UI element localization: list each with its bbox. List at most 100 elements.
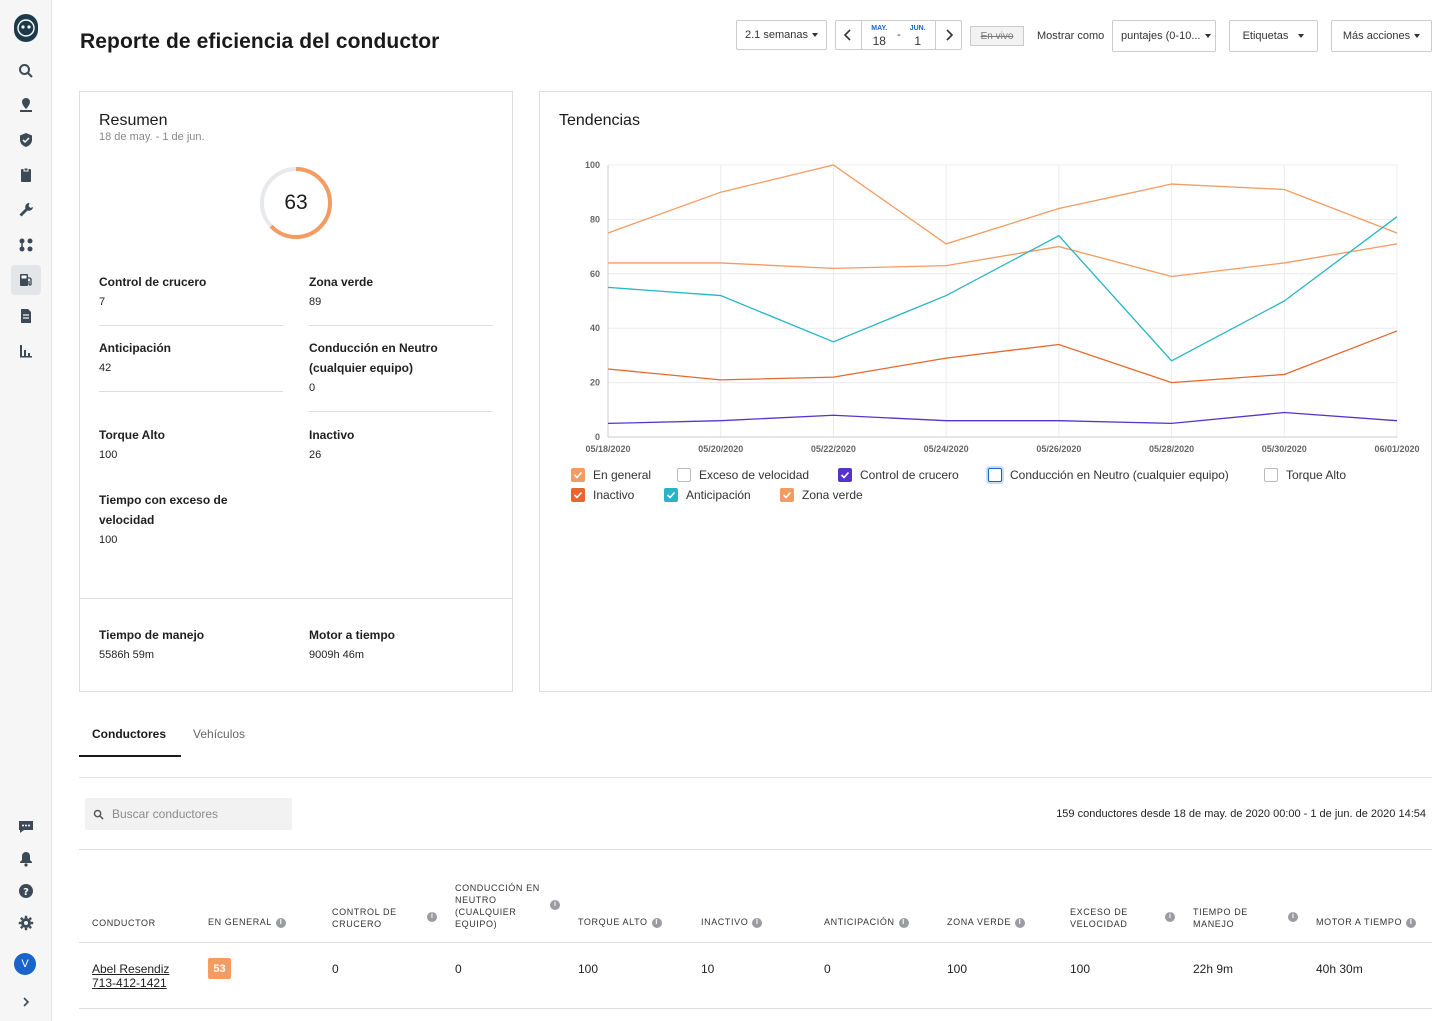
score-gauge-fill (260, 167, 332, 239)
show-as-select[interactable]: puntajes (0-10... (1112, 20, 1216, 52)
chevron-down-icon (1298, 34, 1305, 38)
legend-speeding[interactable]: Exceso de velocidad (677, 468, 809, 482)
date-start-day: 18 (872, 34, 886, 48)
legend-label: Torque Alto (1286, 468, 1347, 482)
route-icon[interactable] (15, 234, 37, 256)
stat-value-drive-time: 5586h 59m (99, 649, 155, 661)
tags-button-label: Etiquetas (1242, 30, 1289, 42)
stat-value-neutral: 0 (309, 382, 316, 394)
date-end-day: 1 (914, 34, 922, 48)
y-tick-label: 100 (585, 160, 600, 170)
stat-label-cruise: Control de crucero (99, 275, 207, 289)
check-icon (840, 471, 850, 479)
x-tick-label: 05/24/2020 (924, 444, 969, 454)
info-icon[interactable]: i (898, 917, 909, 928)
col-header-drive-time[interactable]: Tiempo de manejo (1193, 906, 1273, 930)
legend-checkbox[interactable] (571, 488, 585, 502)
fuel-icon[interactable] (11, 265, 41, 295)
app-logo[interactable] (14, 14, 38, 42)
gear-icon[interactable] (15, 912, 37, 934)
col-header-anticipation[interactable]: Anticipación i (824, 916, 909, 928)
legend-torque[interactable]: Torque Alto (1264, 468, 1346, 482)
legend-anticipation[interactable]: Anticipación (664, 488, 751, 502)
shield-icon[interactable] (15, 129, 37, 151)
driver-search[interactable] (85, 798, 292, 830)
divider (99, 325, 283, 326)
info-icon[interactable]: i (752, 917, 763, 928)
col-header-torque[interactable]: Torque alto i (578, 916, 662, 928)
info-icon[interactable]: i (550, 900, 560, 910)
map-pin-icon[interactable] (15, 94, 37, 116)
info-icon[interactable]: i (1288, 912, 1298, 922)
document-icon[interactable] (15, 305, 37, 327)
legend-overall[interactable]: En general (571, 468, 651, 482)
col-header-label: Conductor (92, 918, 156, 928)
legend-label: Conducción en Neutro (cualquier equipo) (1010, 468, 1229, 482)
wrench-icon[interactable] (15, 199, 37, 221)
driver-link[interactable]: Abel Resendiz 713-412-1421 (92, 962, 169, 990)
bell-icon[interactable] (15, 848, 37, 870)
col-header-neutral[interactable]: Conducción en neutro (cualquier equipo) (455, 882, 547, 930)
legend-idle[interactable]: Inactivo (571, 488, 634, 502)
reports-chart-icon[interactable] (15, 340, 37, 362)
info-icon[interactable]: i (276, 917, 287, 928)
col-header-label: Control de crucero (332, 907, 397, 929)
message-icon[interactable] (15, 816, 37, 838)
info-icon[interactable]: i (651, 917, 662, 928)
info-icon[interactable]: i (1015, 917, 1026, 928)
trends-title: Tendencias (559, 112, 640, 129)
show-as-value: puntajes (0-10... (1121, 30, 1201, 42)
date-range-picker[interactable]: MAY. 18 - JUN. 1 (835, 20, 962, 50)
legend-checkbox[interactable] (838, 468, 852, 482)
prev-period-button[interactable] (836, 21, 862, 49)
stat-label-idle: Inactivo (309, 428, 355, 442)
date-start[interactable]: MAY. 18 (862, 24, 897, 48)
col-header-engine-time[interactable]: Motor a tiempo i (1316, 916, 1417, 928)
cell-anticipation: 0 (824, 962, 831, 976)
help-icon[interactable]: ? (15, 880, 37, 902)
col-header-idle[interactable]: Inactivo i (701, 916, 763, 928)
tab-drivers[interactable]: Conductores (92, 727, 167, 741)
user-avatar[interactable]: V (14, 953, 36, 975)
x-tick-label: 05/26/2020 (1036, 444, 1081, 454)
legend-checkbox[interactable] (988, 468, 1002, 482)
stat-label-speeding: Tiempo con exceso de velocidad (99, 493, 228, 527)
summary-footer-divider (80, 598, 512, 599)
search-icon[interactable] (15, 60, 37, 82)
search-input[interactable] (112, 807, 282, 821)
info-icon[interactable]: i (427, 912, 437, 922)
clipboard-icon[interactable] (15, 164, 37, 186)
date-end-month: JUN. (909, 25, 926, 32)
chevron-down-icon (1414, 34, 1421, 38)
y-tick-label: 40 (590, 323, 600, 333)
driver-name[interactable]: Abel Resendiz (92, 962, 170, 976)
cell-torque: 100 (578, 962, 599, 976)
col-header-overall[interactable]: En general i (208, 916, 287, 928)
more-actions-button[interactable]: Más acciones (1331, 20, 1432, 52)
legend-green-zone[interactable]: Zona verde (780, 488, 863, 502)
search-icon (93, 809, 104, 820)
legend-checkbox[interactable] (780, 488, 794, 502)
legend-cruise[interactable]: Control de crucero (838, 468, 959, 482)
date-end[interactable]: JUN. 1 (900, 24, 935, 48)
range-select[interactable]: 2.1 semanas (736, 20, 827, 50)
col-header-cruise[interactable]: Control de crucero (332, 906, 412, 930)
series-line-inactivo (607, 330, 1398, 384)
legend-checkbox[interactable] (571, 468, 585, 482)
chevron-right-icon[interactable] (15, 991, 37, 1013)
col-header-speeding[interactable]: Exceso de velocidad (1070, 906, 1150, 930)
info-icon[interactable]: i (1165, 912, 1175, 922)
legend-neutral[interactable]: Conducción en Neutro (cualquier equipo) (988, 468, 1229, 482)
col-header-driver[interactable]: Conductor (92, 917, 156, 929)
col-header-green-zone[interactable]: Zona verde i (947, 916, 1026, 928)
legend-checkbox[interactable] (677, 468, 691, 482)
next-period-button[interactable] (935, 21, 961, 49)
live-toggle[interactable]: En vivo (970, 26, 1024, 46)
info-icon[interactable]: i (1406, 917, 1417, 928)
legend-checkbox[interactable] (1264, 468, 1278, 482)
tab-vehicles[interactable]: Vehículos (193, 727, 246, 741)
legend-checkbox[interactable] (664, 488, 678, 502)
y-tick-label: 60 (590, 269, 600, 279)
driver-phone[interactable]: 713-412-1421 (92, 976, 167, 990)
tags-button[interactable]: Etiquetas (1229, 20, 1318, 52)
